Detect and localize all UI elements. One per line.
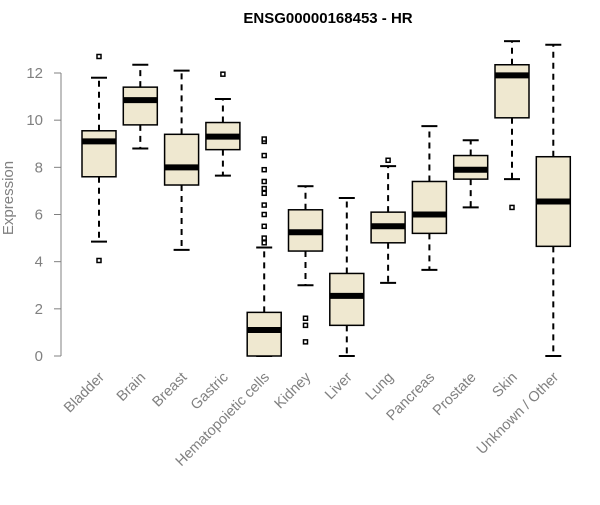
box-unknown-other <box>535 43 572 357</box>
outlier-point <box>302 339 309 345</box>
box-hematopoietic-cells <box>246 136 282 357</box>
outlier-point <box>96 257 102 264</box>
y-tick-label: 12 <box>26 65 43 82</box>
box-liver <box>329 196 365 357</box>
outlier-point <box>261 202 267 208</box>
x-tick-label: Liver <box>322 369 356 403</box>
x-tick-label: Prostate <box>430 370 479 419</box>
box-lung <box>370 157 406 284</box>
box-pancreas <box>411 125 448 271</box>
y-tick-label: 6 <box>35 207 43 224</box>
y-axis-label: Expression <box>0 161 17 235</box>
iqr-box <box>163 133 200 186</box>
outlier-point <box>220 71 226 77</box>
iqr-box <box>411 180 448 235</box>
x-tick-label: Bladder <box>61 369 108 416</box>
box-skin <box>494 40 530 211</box>
outlier-point <box>261 235 267 241</box>
outlier-point <box>261 190 267 197</box>
box-prostate <box>452 139 489 209</box>
box-layer <box>81 40 572 357</box>
y-tick-label: 0 <box>35 348 43 365</box>
box-bladder <box>81 53 117 264</box>
outlier-point <box>509 204 515 211</box>
iqr-box <box>246 311 282 357</box>
chart-title: ENSG00000168453 - HR <box>243 10 412 27</box>
axis-layer: 0 2 4 6 8 10 12 <box>26 65 62 365</box>
y-tick-label: 10 <box>26 112 43 129</box>
box-gastric <box>205 71 241 177</box>
outlier-point <box>261 185 267 192</box>
x-tick-label: Brain <box>114 370 149 405</box>
outlier-point <box>261 178 267 185</box>
y-tick-label: 2 <box>35 301 43 318</box>
box-breast <box>163 69 200 251</box>
outlier-point <box>302 322 309 329</box>
iqr-box <box>122 86 159 126</box>
iqr-box <box>81 130 117 178</box>
box-kidney <box>287 185 324 345</box>
x-tick-label: Skin <box>490 370 521 401</box>
outlier-point <box>261 152 267 159</box>
outlier-point <box>261 136 267 142</box>
outlier-point <box>261 223 267 230</box>
outlier-point <box>261 166 267 173</box>
outlier-point <box>385 157 391 164</box>
y-tick-label: 4 <box>35 254 43 271</box>
x-tick-label: Kidney <box>272 369 315 412</box>
y-tick-label: 8 <box>35 159 43 176</box>
outlier-point <box>302 315 309 322</box>
outlier-point <box>261 240 267 246</box>
box-brain <box>122 63 159 150</box>
outlier-point <box>96 53 102 60</box>
x-tick-label: Breast <box>149 370 190 411</box>
x-tick-label: Lung <box>363 370 397 404</box>
outlier-point <box>261 211 267 218</box>
iqr-box <box>329 272 365 327</box>
